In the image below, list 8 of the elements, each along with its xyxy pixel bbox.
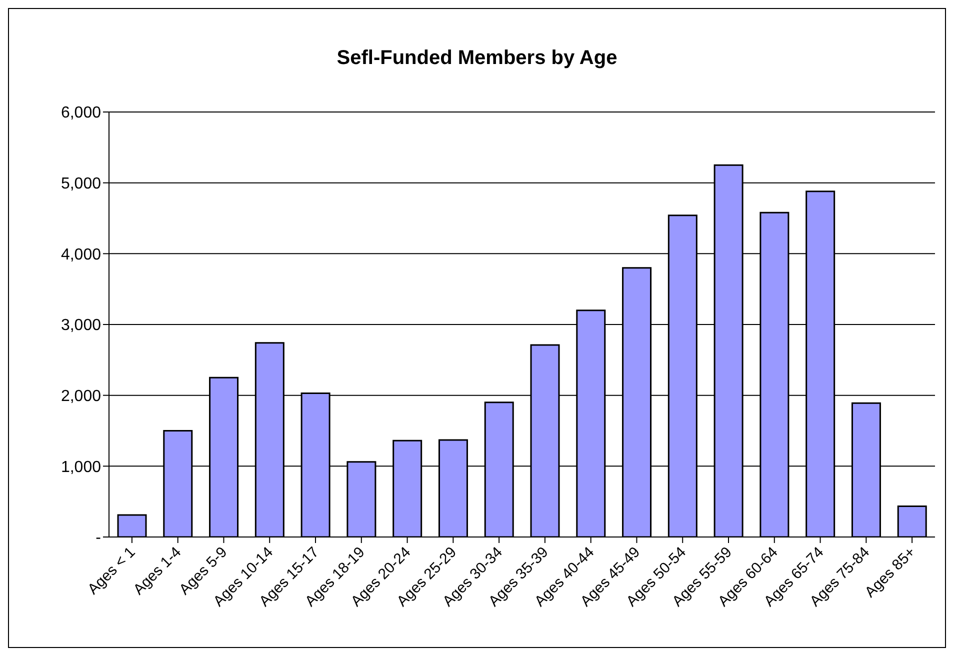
y-tick-label: 1,000	[60, 458, 102, 476]
y-tick-label: -	[96, 530, 101, 547]
y-tick-label: 5,000	[60, 176, 102, 193]
y-tick-label: 2,000	[60, 388, 102, 406]
y-tick-label: 6,000	[60, 104, 102, 122]
chart-title: Sefl-Funded Members by Age	[336, 47, 618, 70]
y-tick-label: 4,000	[60, 246, 102, 264]
y-tick-label: 3,000	[60, 317, 102, 334]
